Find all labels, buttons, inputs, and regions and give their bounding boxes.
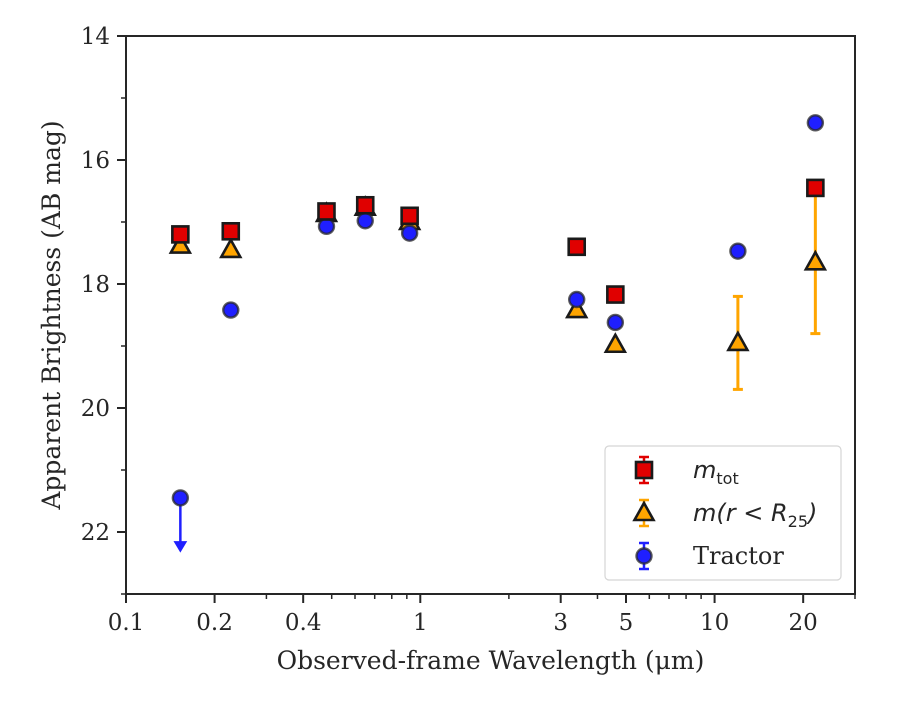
tractor-point [222, 301, 240, 319]
m_r25-point [168, 232, 193, 254]
m_tot-point [400, 206, 419, 226]
legend-label-m_tot: mtot [693, 456, 739, 488]
m_tot-point [567, 237, 587, 257]
x-axis: 0.1 0.2 0.4 1 3 5 10 20 [108, 594, 856, 636]
tractor-point [400, 224, 419, 242]
legend-box [604, 445, 842, 581]
x-axis-label: Observed-frame Wavelength (μm) [277, 646, 705, 675]
m_tot-point [355, 195, 375, 215]
tractor-point [729, 242, 747, 260]
x-tick-label: 5 [619, 610, 634, 636]
plot-frame [125, 35, 856, 595]
legend-marker-m_r25 [632, 500, 656, 522]
tractor-point [356, 212, 374, 230]
x-tick-label: 20 [789, 610, 818, 636]
tractor-point [317, 217, 336, 236]
y-axis: 14 16 18 20 22 [81, 24, 126, 595]
x-tick-label: 0.1 [108, 610, 145, 636]
x-tick-label: 0.4 [285, 610, 322, 636]
legend-label-tractor: Tractor [693, 542, 784, 570]
legend-marker-tractor [635, 547, 653, 565]
y-axis-label: Apparent Brightness (AB mag) [37, 120, 66, 510]
y-tick-label: 16 [81, 148, 110, 174]
legend: mtot m(r < R25) Tractor [604, 445, 842, 581]
m_r25-point [603, 332, 628, 354]
x-tick-label: 3 [553, 610, 568, 636]
data-series [168, 114, 828, 553]
m_r25-point [726, 330, 750, 352]
m_r25-point [219, 237, 243, 259]
tractor-point [806, 114, 825, 132]
m_tot-point [317, 202, 336, 221]
y-tick-label: 22 [81, 520, 110, 546]
x-tick-label: 10 [700, 610, 729, 636]
tractor-arrow-head [173, 541, 188, 553]
x-tick-label: 1 [413, 610, 428, 636]
y-tick-label: 20 [81, 396, 110, 422]
y-tick-label: 18 [81, 272, 110, 298]
x-tick-label: 0.2 [196, 610, 233, 636]
y-tick-label: 14 [81, 24, 110, 50]
m_r25-point [564, 297, 589, 319]
m_tot-point [806, 178, 825, 198]
m_r25-point [803, 249, 828, 271]
m_tot-point [171, 225, 190, 244]
legend-marker-m_tot [634, 460, 654, 480]
m_tot-point [221, 222, 241, 241]
m_tot-point [606, 285, 625, 304]
tractor-point [606, 313, 625, 332]
tractor-point [171, 489, 190, 507]
legend-label-m_r25: m(r < R25) [693, 499, 817, 531]
tractor-point [568, 290, 586, 309]
